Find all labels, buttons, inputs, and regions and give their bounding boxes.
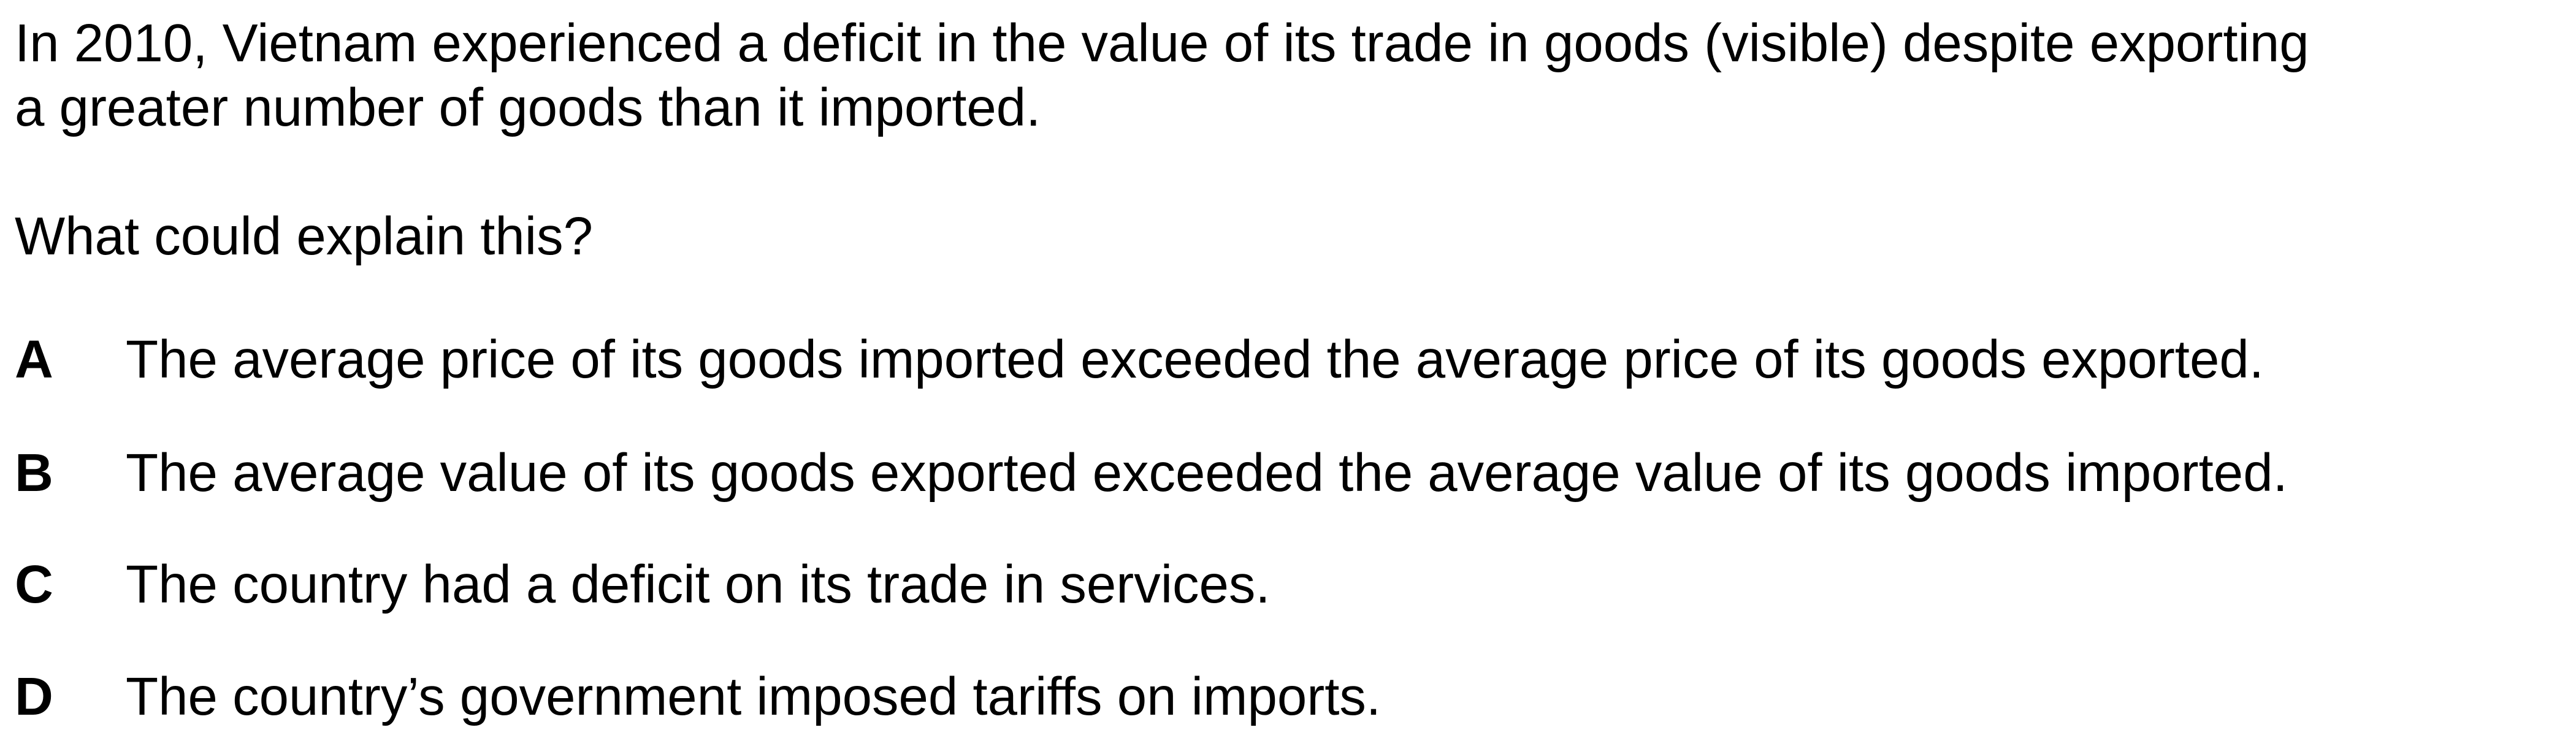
option-text-c: The country had a deficit on its trade i… bbox=[126, 555, 1271, 614]
option-text-a: The average price of its goods imported … bbox=[126, 330, 2264, 389]
option-text-b: The average value of its goods exported … bbox=[126, 443, 2288, 503]
question-prompt: What could explain this? bbox=[15, 207, 594, 266]
option-letter-a: A bbox=[15, 330, 53, 389]
option-letter-d: D bbox=[15, 667, 53, 726]
answer-option-b: B The average value of its goods exporte… bbox=[0, 441, 2576, 514]
answer-option-a: A The average price of its goods importe… bbox=[0, 327, 2576, 401]
answer-option-d: D The country’s government imposed tarif… bbox=[0, 664, 2576, 738]
answer-option-c: C The country had a deficit on its trade… bbox=[0, 552, 2576, 626]
option-letter-c: C bbox=[15, 555, 53, 614]
question-stem: In 2010, Vietnam experienced a deficit i… bbox=[15, 13, 2309, 137]
option-text-d: The country’s government imposed tariffs… bbox=[126, 667, 1382, 726]
option-letter-b: B bbox=[15, 443, 53, 503]
